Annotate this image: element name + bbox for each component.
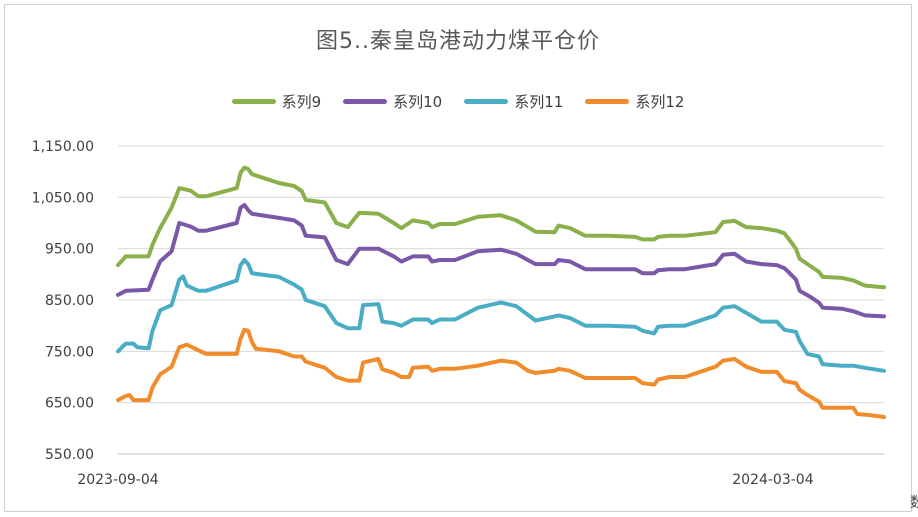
legend-swatch-series12 [585,99,630,104]
y-tick-label: 550.00 [45,447,94,463]
corner-glyph: 数 [910,495,918,511]
legend-label-series12: 系列12 [635,93,685,111]
series-line-系列11 [116,258,886,373]
x-tick-label: 2024-03-04 [732,472,813,488]
legend-swatch-series10 [343,99,388,104]
legend-label-series9: 系列9 [281,93,322,111]
y-tick-label: 950.00 [45,242,94,258]
series-line-系列12 [116,327,886,419]
chart-legend: 系列9 系列10 系列11 系列12 [5,91,911,112]
legend-item-series9[interactable]: 系列9 [231,91,322,112]
legend-label-series10: 系列10 [393,93,443,111]
legend-item-series11[interactable]: 系列11 [464,91,563,112]
legend-item-series10[interactable]: 系列10 [343,91,442,112]
series-line-系列10 [116,203,886,319]
series-line-系列9 [116,165,886,290]
y-tick-label: 850.00 [45,293,94,309]
chart-title: 图5..秦皇岛港动力煤平仓价 [316,29,600,54]
x-tick-label: 2023-09-04 [77,472,158,488]
y-tick-label: 650.00 [45,396,94,412]
y-tick-label: 750.00 [45,344,94,360]
legend-swatch-series9 [231,99,276,104]
legend-item-series12[interactable]: 系列12 [585,91,684,112]
legend-swatch-series11 [464,99,509,104]
legend-label-series11: 系列11 [514,93,564,111]
chart-frame: 图5..秦皇岛港动力煤平仓价 系列9 系列10 系列11 系列12 [4,4,912,512]
y-tick-label: 1,150.00 [32,139,94,155]
y-tick-label: 1,050.00 [32,190,94,206]
